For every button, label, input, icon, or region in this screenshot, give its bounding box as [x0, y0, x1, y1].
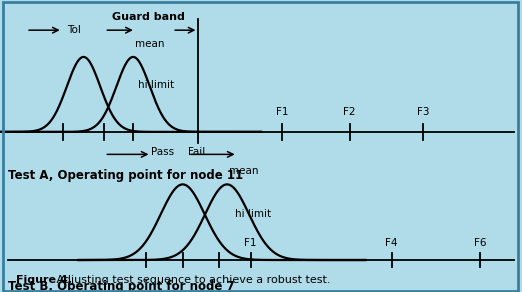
Text: F6: F6 [474, 238, 487, 248]
Text: Fail: Fail [188, 147, 205, 157]
Text: Test B, Operating point for node 7: Test B, Operating point for node 7 [8, 280, 234, 292]
Text: Pass: Pass [151, 147, 174, 157]
Text: hi limit: hi limit [235, 209, 271, 219]
Text: F4: F4 [385, 238, 398, 248]
Text: F1: F1 [244, 238, 257, 248]
Text: Figure 4,: Figure 4, [16, 275, 72, 285]
Text: Adjusting test sequence to achieve a robust test.: Adjusting test sequence to achieve a rob… [53, 275, 331, 285]
Text: mean: mean [229, 166, 258, 176]
Text: Guard band: Guard band [112, 12, 185, 22]
Text: F3: F3 [417, 107, 429, 117]
Text: F1: F1 [276, 107, 288, 117]
Text: mean: mean [135, 39, 164, 49]
Text: hi limit: hi limit [138, 80, 174, 90]
Text: Tol: Tol [67, 25, 81, 35]
Text: F2: F2 [343, 107, 356, 117]
Text: Test A, Operating point for node 11: Test A, Operating point for node 11 [8, 169, 243, 182]
